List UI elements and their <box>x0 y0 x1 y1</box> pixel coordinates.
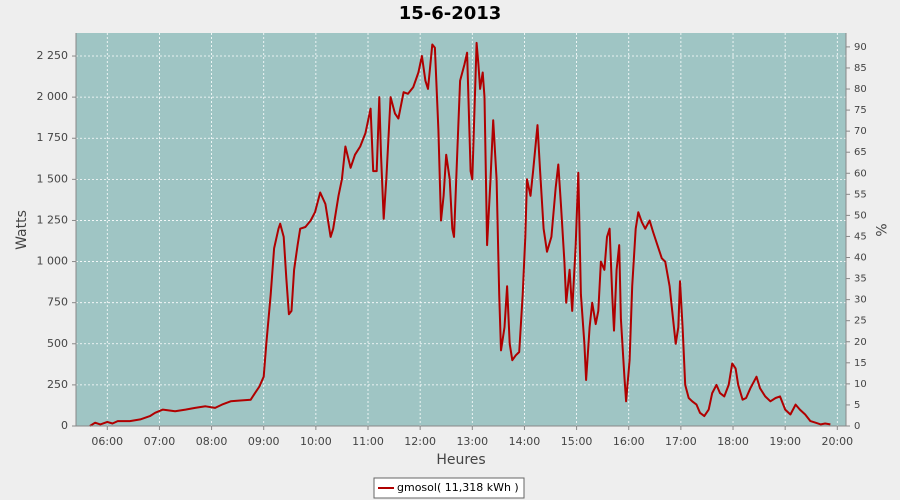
y-tick-label: 1 250 <box>37 213 69 226</box>
y2-tick-label: 75 <box>854 105 867 116</box>
x-tick-label: 20:00 <box>821 435 853 448</box>
y2-tick-label: 55 <box>854 189 867 200</box>
y2-tick-label: 15 <box>854 358 867 369</box>
y-tick-label: 0 <box>61 419 68 432</box>
x-tick-label: 16:00 <box>613 435 645 448</box>
y2-tick-label: 45 <box>854 231 867 242</box>
y2-tick-label: 85 <box>854 63 867 74</box>
x-tick-label: 14:00 <box>509 435 541 448</box>
x-tick-label: 07:00 <box>144 435 176 448</box>
y2-tick-label: 40 <box>854 253 867 264</box>
y2-tick-label: 20 <box>854 337 867 348</box>
y2-tick-label: 65 <box>854 147 867 158</box>
y2-tick-label: 80 <box>854 84 867 95</box>
x-tick-label: 13:00 <box>456 435 488 448</box>
x-tick-label: 08:00 <box>196 435 228 448</box>
y-tick-label: 250 <box>47 378 68 391</box>
y2-tick-label: 25 <box>854 316 867 327</box>
y2-axis-label: % <box>872 223 888 236</box>
y-axis-label: Watts <box>14 210 30 250</box>
x-tick-label: 12:00 <box>404 435 436 448</box>
y2-tick-label: 50 <box>854 210 867 221</box>
y-tick-label: 750 <box>47 296 68 309</box>
y2-tick-label: 30 <box>854 295 867 306</box>
y-tick-label: 2 000 <box>37 90 69 103</box>
legend <box>373 477 525 499</box>
data-line <box>89 41 831 427</box>
y2-tick-label: 70 <box>854 126 867 137</box>
x-tick-label: 06:00 <box>91 435 123 448</box>
grid <box>76 33 846 427</box>
y-tick-label: 1 750 <box>37 131 69 144</box>
marks <box>89 41 831 427</box>
x-tick-label: 19:00 <box>769 435 801 448</box>
y2-tick-label: 5 <box>854 400 860 411</box>
y-tick-label: 500 <box>47 337 68 350</box>
y2-tick-label: 60 <box>854 168 867 179</box>
x-tick-label: 15:00 <box>561 435 593 448</box>
y2-tick-label: 10 <box>854 379 867 390</box>
x-tick-label: 09:00 <box>248 435 280 448</box>
y2-tick-label: 35 <box>854 274 867 285</box>
y2-tick-label: 90 <box>854 42 867 53</box>
y-tick-label: 1 500 <box>37 172 69 185</box>
x-axis-label: Heures <box>436 452 485 468</box>
y-tick-label: 2 250 <box>37 49 69 62</box>
y2-tick-label: 0 <box>854 421 860 432</box>
x-tick-label: 17:00 <box>665 435 697 448</box>
legend-label: gmosol( 11,318 kWh ) <box>397 481 519 494</box>
x-tick-label: 18:00 <box>717 435 749 448</box>
x-tick-label: 10:00 <box>300 435 332 448</box>
plot-area <box>76 33 846 426</box>
x-tick-label: 11:00 <box>352 435 384 448</box>
y-tick-label: 1 000 <box>37 255 69 268</box>
chart-title: 15-6-2013 <box>399 3 502 24</box>
